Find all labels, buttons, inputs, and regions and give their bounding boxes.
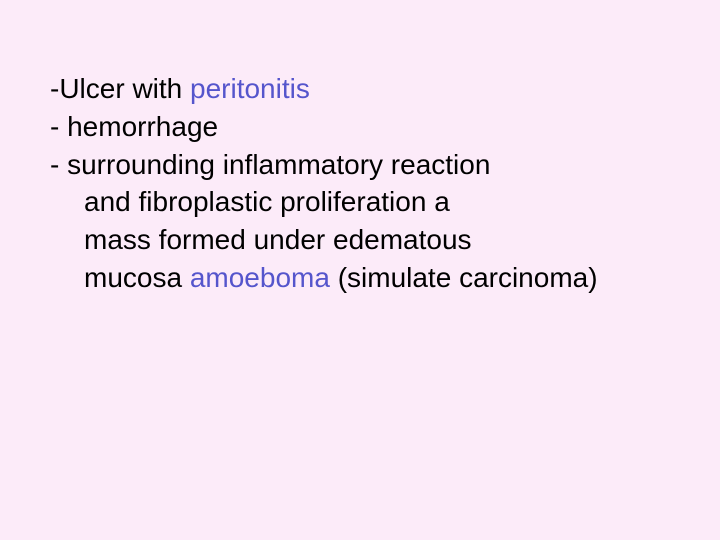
text-mass-formed: mass formed under edematous	[84, 224, 472, 255]
slide-text-block: -Ulcer with peritonitis - hemorrhage - s…	[50, 70, 680, 297]
line-5: mass formed under edematous	[50, 221, 680, 259]
text-ulcer-with: -Ulcer with	[50, 73, 190, 104]
text-simulate: (simulate carcinoma)	[330, 262, 598, 293]
line-2: - hemorrhage	[50, 108, 680, 146]
keyword-peritonitis: peritonitis	[190, 73, 310, 104]
text-hemorrhage: - hemorrhage	[50, 111, 218, 142]
keyword-amoeboma: amoeboma	[190, 262, 330, 293]
line-6: mucosa amoeboma (simulate carcinoma)	[50, 259, 680, 297]
text-surrounding: - surrounding inflammatory reaction	[50, 149, 490, 180]
line-3: - surrounding inflammatory reaction	[50, 146, 680, 184]
line-4: and fibroplastic proliferation a	[50, 183, 680, 221]
line-1: -Ulcer with peritonitis	[50, 70, 680, 108]
text-fibroplastic: and fibroplastic proliferation a	[84, 186, 450, 217]
text-mucosa: mucosa	[84, 262, 190, 293]
